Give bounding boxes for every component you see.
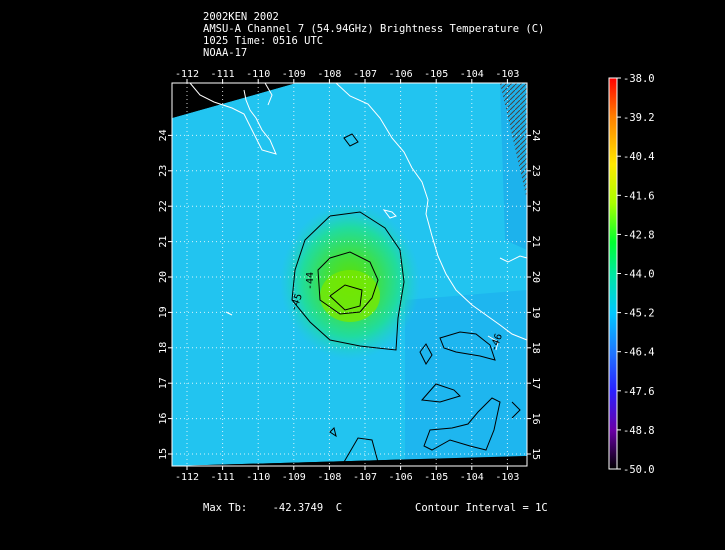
lon-tick-label-top: -108 (317, 69, 341, 80)
max-tb: Max Tb: -42.3749 C (203, 502, 342, 514)
lat-tick-label-right: 20 (530, 271, 541, 283)
lon-tick-label-bottom: -108 (317, 472, 341, 483)
lon-tick-label-bottom: -111 (211, 472, 235, 483)
lon-tick-label-top: -107 (353, 69, 377, 80)
colorbar-label: -39.2 (623, 112, 655, 124)
contour-label: -44 (305, 272, 316, 290)
product-title: AMSU-A Channel 7 (54.94GHz) Brightness T… (203, 23, 545, 35)
lat-tick-label-right: 24 (530, 129, 541, 141)
lat-tick-label-left: 15 (158, 448, 169, 460)
lon-tick-label-top: -109 (282, 69, 306, 80)
lon-tick-label-bottom: -103 (495, 472, 519, 483)
lat-tick-label-left: 17 (158, 377, 169, 389)
lon-tick-label-bottom: -110 (246, 472, 270, 483)
lon-tick-label-top: -111 (211, 69, 235, 80)
lat-tick-label-right: 23 (530, 165, 541, 177)
lon-tick-label-bottom: -106 (389, 472, 413, 483)
time-title: 1025 Time: 0516 UTC (203, 35, 324, 47)
colorbar-label: -42.8 (623, 229, 655, 241)
no-data-corner (172, 83, 296, 118)
lat-tick-label-right: 19 (530, 306, 541, 318)
lat-tick-label-left: 24 (158, 129, 169, 141)
colorbar-label: -48.8 (623, 425, 655, 437)
colorbar-label: -47.6 (623, 386, 655, 398)
max-tb-label: Max Tb: (203, 502, 248, 514)
chart-header: 2002KEN 2002 AMSU-A Channel 7 (54.94GHz)… (203, 11, 544, 59)
storm-title: 2002KEN 2002 (203, 11, 279, 23)
lon-tick-label-top: -103 (495, 69, 519, 80)
lat-tick-label-left: 22 (158, 200, 169, 212)
colorbar-labels: -38.0 -39.2 -40.4 -41.6 -42.8 -44.0 -45.2 -46.4… (617, 73, 655, 476)
colorbar-label: -45.2 (623, 308, 655, 320)
lat-tick-label-right: 15 (530, 448, 541, 460)
lat-tick-label-right: 16 (530, 413, 541, 425)
lat-tick-label-right: 18 (530, 342, 541, 354)
satellite-title: NOAA-17 (203, 47, 248, 59)
map-ticks: -112 -112 -111 -111 -110 -110 -109 -109 -108 -108… (158, 69, 541, 483)
colorbar-label: -44.0 (623, 269, 655, 281)
lon-tick-label-top: -112 (175, 69, 199, 80)
lat-tick-label-right: 17 (530, 377, 541, 389)
lat-tick-label-right: 21 (530, 236, 541, 248)
coastline (189, 82, 528, 351)
lon-tick-label-top: -105 (424, 69, 448, 80)
contour-interval: Contour Interval = 1C (415, 502, 548, 514)
lat-tick-label-left: 18 (158, 342, 169, 354)
max-tb-unit: C (335, 502, 343, 514)
lat-tick-label-left: 21 (158, 236, 169, 248)
map-frame (171, 82, 528, 467)
max-tb-value: -42.3749 (272, 502, 324, 514)
colorbar-label: -50.0 (623, 464, 655, 476)
lon-tick-label-bottom: -107 (353, 472, 377, 483)
brightness-field (172, 83, 527, 466)
lon-tick-label-top: -110 (246, 69, 270, 80)
lat-tick-label-left: 19 (158, 306, 169, 318)
lon-tick-label-bottom: -104 (460, 472, 484, 483)
lon-tick-label-top: -104 (460, 69, 484, 80)
lat-tick-label-right: 22 (530, 200, 541, 212)
lon-tick-label-bottom: -109 (282, 472, 306, 483)
lat-tick-label-left: 20 (158, 271, 169, 283)
colorbar-label: -41.6 (623, 190, 655, 202)
lon-tick-label-top: -106 (389, 69, 413, 80)
contours (291, 133, 521, 463)
colorbar (608, 77, 618, 470)
lon-tick-label-bottom: -105 (424, 472, 448, 483)
colorbar-label: -46.4 (623, 347, 655, 359)
lon-tick-label-bottom: -112 (175, 472, 199, 483)
lat-tick-label-left: 23 (158, 165, 169, 177)
lat-tick-label-left: 16 (158, 413, 169, 425)
colorbar-label: -40.4 (623, 151, 655, 163)
colorbar-label: -38.0 (623, 73, 655, 85)
